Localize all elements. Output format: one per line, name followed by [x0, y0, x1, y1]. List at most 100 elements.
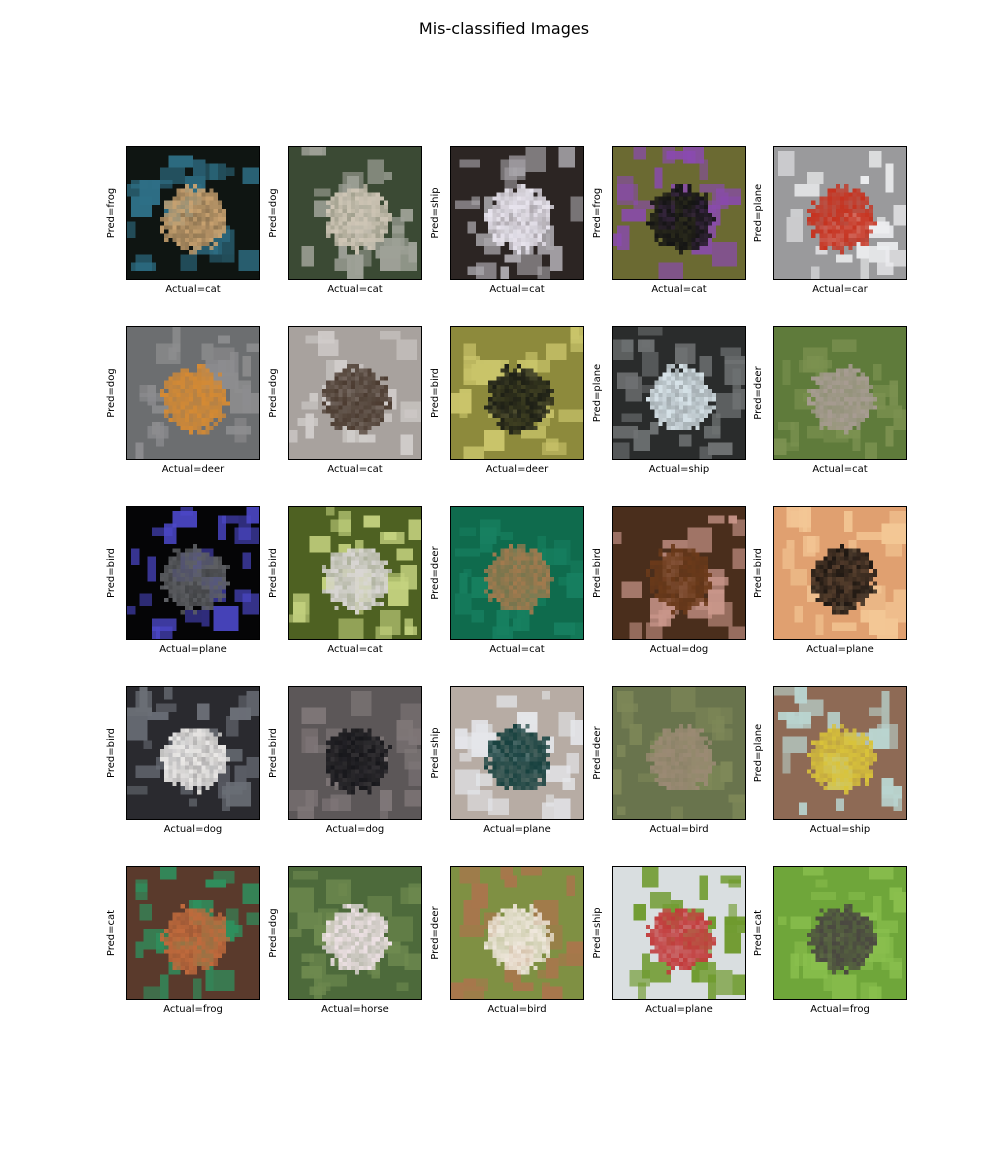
image-subject-pixel — [807, 397, 812, 402]
image-subject-pixel — [184, 941, 189, 946]
predicted-label-text: Pred=dog — [268, 368, 279, 418]
image-subject-pixel — [525, 217, 530, 222]
image-subject-pixel — [504, 397, 509, 402]
image-subject-pixel — [703, 393, 708, 398]
image-subject-pixel — [209, 606, 214, 611]
image-subject-pixel — [835, 732, 840, 737]
image-subject-pixel — [168, 589, 173, 594]
image-subject-pixel — [856, 757, 861, 762]
image-subject-pixel — [674, 217, 679, 222]
image-subject-pixel — [811, 221, 816, 226]
image-subject-pixel — [334, 777, 339, 782]
image-subject-pixel — [521, 184, 526, 189]
image-subject-pixel — [338, 237, 343, 242]
image-subject-pixel — [848, 200, 853, 205]
actual-label: Actual=ship — [809, 824, 871, 835]
image-subject-pixel — [330, 949, 335, 954]
image-subject-pixel — [355, 728, 360, 733]
image-subject-pixel — [811, 748, 816, 753]
image-subject-pixel — [683, 426, 688, 431]
image-subject-pixel — [221, 577, 226, 582]
image-subject-pixel — [835, 552, 840, 557]
image-subject-pixel — [346, 376, 351, 381]
image-subject-pixel — [330, 393, 335, 398]
image-subject-pixel — [537, 196, 542, 201]
image-subject-pixel — [330, 200, 335, 205]
image-subject-pixel — [860, 417, 865, 422]
image-subject-pixel — [827, 188, 832, 193]
image-subject-pixel — [517, 740, 522, 745]
image-subject-pixel — [330, 781, 335, 786]
image-subject-pixel — [322, 393, 327, 398]
image-subject-pixel — [517, 593, 522, 598]
image-subject-pixel — [164, 941, 169, 946]
image-subject-pixel — [176, 552, 181, 557]
image-pixel-block — [889, 380, 898, 406]
image-subject-pixel — [695, 597, 700, 602]
image-subject-pixel — [379, 405, 384, 410]
image-subject-pixel — [492, 237, 497, 242]
image-subject-pixel — [338, 560, 343, 565]
image-subject-pixel — [533, 757, 538, 762]
image-subject-pixel — [666, 192, 671, 197]
image-subject-pixel — [160, 573, 165, 578]
image-subject-pixel — [529, 426, 534, 431]
image-subject-pixel — [508, 213, 513, 218]
image-subject-pixel — [217, 221, 222, 226]
image-subject-pixel — [355, 585, 360, 590]
image-subject-pixel — [679, 732, 684, 737]
image-subject-pixel — [521, 196, 526, 201]
image-subject-pixel — [338, 196, 343, 201]
image-subject-pixel — [541, 401, 546, 406]
image-subject-pixel — [201, 773, 206, 778]
image-subject-pixel — [699, 417, 704, 422]
image-subject-pixel — [375, 225, 380, 230]
image-subject-pixel — [835, 568, 840, 573]
image-subject-pixel — [679, 744, 684, 749]
image-subject-pixel — [521, 380, 526, 385]
image-subject-pixel — [205, 949, 210, 954]
image-subject-pixel — [164, 597, 169, 602]
image-subject-pixel — [831, 246, 836, 251]
image-subject-pixel — [666, 372, 671, 377]
image-subject-pixel — [164, 761, 169, 766]
image-subject-pixel — [193, 912, 198, 917]
image-subject-pixel — [488, 229, 493, 234]
image-subject-pixel — [496, 765, 501, 770]
image-subject-pixel — [856, 777, 861, 782]
image-subject-pixel — [852, 204, 857, 209]
image-subject-pixel — [350, 552, 355, 557]
image-subject-pixel — [840, 188, 845, 193]
image-subject-pixel — [504, 728, 509, 733]
image-subject-pixel — [326, 208, 331, 213]
image-subject-pixel — [197, 573, 202, 578]
image-subject-pixel — [184, 765, 189, 770]
image-subject-pixel — [666, 765, 671, 770]
image-subject-pixel — [703, 585, 708, 590]
image-pixel-block — [151, 180, 173, 189]
image-subject-pixel — [346, 753, 351, 758]
image-subject-pixel — [172, 937, 177, 942]
image-subject-pixel — [375, 384, 380, 389]
image-subject-pixel — [188, 933, 193, 938]
image-subject-pixel — [500, 413, 505, 418]
image-subject-pixel — [346, 560, 351, 565]
image-subject-pixel — [197, 585, 202, 590]
image-subject-pixel — [197, 188, 202, 193]
image-subject-pixel — [383, 393, 388, 398]
image-subject-pixel — [371, 417, 376, 422]
image-subject-pixel — [840, 241, 845, 246]
image-subject-pixel — [831, 233, 836, 238]
image-subject-pixel — [679, 376, 684, 381]
image-subject-pixel — [868, 405, 873, 410]
image-subject-pixel — [537, 589, 542, 594]
image-subject-pixel — [819, 409, 824, 414]
image-subject-pixel — [811, 773, 816, 778]
image-subject-pixel — [683, 577, 688, 582]
image-subject-pixel — [197, 426, 202, 431]
image-subject-pixel — [342, 966, 347, 971]
image-subject-pixel — [367, 937, 372, 942]
image-subject-pixel — [338, 736, 343, 741]
image-subject-pixel — [679, 409, 684, 414]
image-subject-pixel — [492, 765, 497, 770]
